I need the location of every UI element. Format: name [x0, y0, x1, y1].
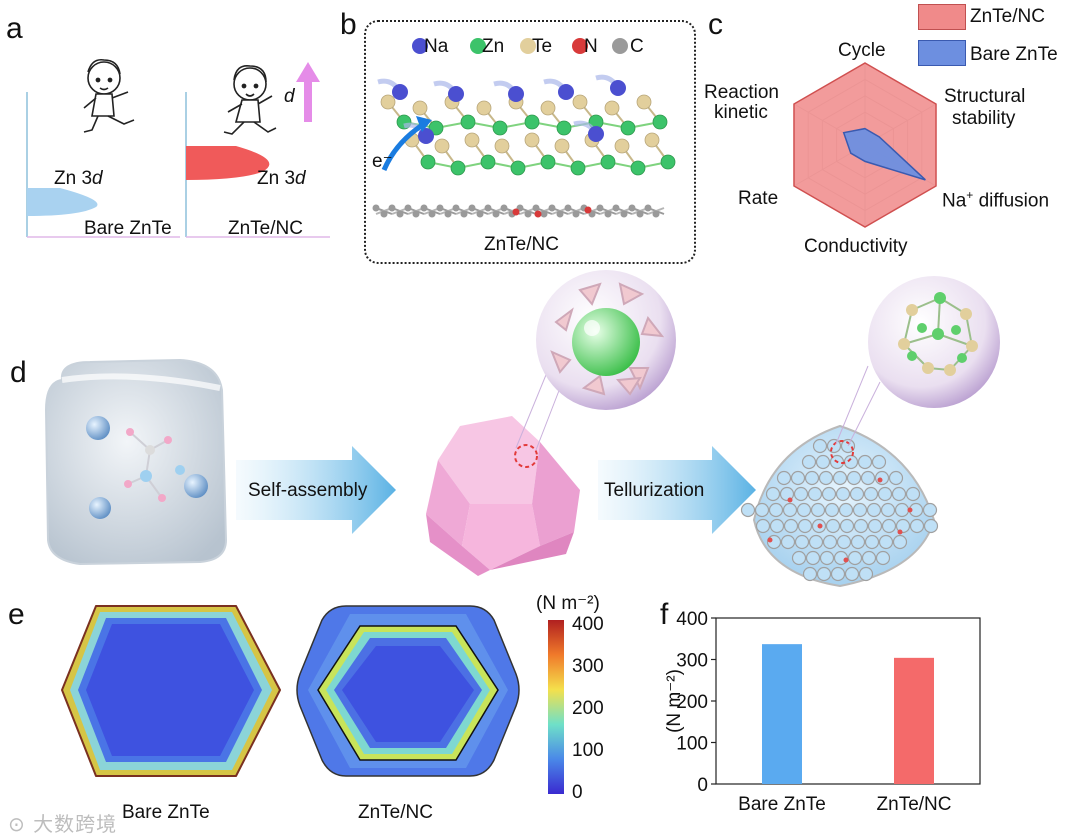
axis-na-diffusion: Na+ diffusion	[942, 188, 1050, 212]
axis-kinetic: kinetic	[714, 102, 768, 123]
kid-standing-icon	[83, 58, 135, 133]
watermark-logo-icon: ⊙	[8, 812, 34, 836]
bare-band-label: Zn 3d	[54, 168, 103, 189]
bar-chart: 0 100 200 300 400 Bare ZnTe ZnTe/NC (N m⁻²)	[664, 609, 981, 815]
y-tick-label: 300	[676, 651, 708, 672]
panel-c-label: c	[708, 8, 723, 41]
radar-chart	[793, 62, 937, 228]
panel-a-label: a	[6, 12, 23, 45]
shift-label: d	[284, 86, 295, 107]
colorbar-tick-200: 200	[572, 698, 604, 719]
colorbar	[548, 620, 564, 794]
colorbar-unit: (N m⁻²)	[536, 593, 600, 614]
axis-reaction: Reaction	[704, 82, 779, 103]
atom-legend-dots	[412, 38, 628, 54]
step-tellurization: Tellurization	[604, 480, 705, 501]
legend-zn: Zn	[482, 36, 505, 57]
arrow-tellurization	[598, 446, 756, 534]
bar-0	[762, 644, 802, 784]
axis-cycle: Cycle	[838, 40, 886, 61]
legend-c: C	[630, 36, 644, 57]
bare-state-label: Bare ZnTe	[84, 218, 172, 239]
x-tick-label: ZnTe/NC	[877, 794, 952, 815]
legend-na: Na	[424, 36, 449, 57]
energy-band-diagram	[26, 58, 330, 238]
y-tick-label: 0	[697, 775, 708, 796]
colorbar-tick-100: 100	[572, 740, 604, 761]
axis-conductivity: Conductivity	[804, 236, 908, 257]
cage-mesh	[740, 438, 939, 582]
arrow-self-assembly	[236, 446, 396, 534]
y-tick-label: 400	[676, 609, 708, 630]
colorbar-tick-0: 0	[572, 782, 583, 803]
x-tick-label: Bare ZnTe	[738, 794, 826, 815]
nc-state-label: ZnTe/NC	[228, 218, 303, 239]
gel-cube-icon	[44, 358, 228, 566]
legend-swatch-znte-nc	[918, 4, 966, 30]
bar-1	[894, 657, 934, 784]
stress-map-znte-nc	[296, 605, 520, 777]
structure-caption: ZnTe/NC	[484, 234, 559, 255]
legend-swatch-bare	[918, 40, 966, 66]
plot-frame	[715, 617, 981, 785]
stress-caption-nc: ZnTe/NC	[358, 802, 433, 823]
colorbar-tick-300: 300	[572, 656, 604, 677]
synthesis-illustration	[44, 270, 1000, 588]
znte-lattice	[380, 94, 676, 176]
polyhedron-precursor-icon	[426, 369, 580, 576]
panel-b-label: b	[340, 8, 357, 41]
axis-rate: Rate	[738, 188, 779, 209]
stress-map-bare-znte	[61, 605, 281, 777]
step-self-assembly: Self-assembly	[248, 480, 368, 501]
znte-nc-lattice-illustration	[372, 74, 676, 218]
kid-running-icon	[223, 64, 277, 135]
stress-caption-bare: Bare ZnTe	[122, 802, 210, 823]
legend-n: N	[584, 36, 598, 57]
structure-box	[364, 20, 696, 264]
panel-e-label: e	[8, 598, 25, 631]
panel-d-label: d	[10, 356, 27, 389]
legend-bare-znte: Bare ZnTe	[970, 44, 1058, 65]
stress-maps	[61, 605, 564, 794]
panel-f-label: f	[660, 598, 669, 631]
radar-series-1	[842, 127, 926, 181]
colorbar-tick-400: 400	[572, 614, 604, 635]
zoom-bubble-znte	[868, 276, 1000, 408]
bare-zn3d-band	[27, 188, 98, 216]
watermark: ⊙ 大数跨境	[8, 812, 118, 836]
legend-te: Te	[532, 36, 553, 57]
y-tick-label: 200	[676, 692, 708, 713]
zoom-bubble-zif	[536, 270, 676, 410]
y-tick-label: 100	[676, 734, 708, 755]
axis-stability: stability	[952, 108, 1016, 129]
nc-band-label: Zn 3d	[257, 168, 306, 189]
nc-zn3d-band	[186, 146, 270, 180]
legend-znte-nc: ZnTe/NC	[970, 6, 1045, 27]
carbon-sheet	[372, 204, 665, 218]
electron-label: e⁻	[372, 151, 393, 172]
y-axis-label: (N m⁻²)	[664, 669, 685, 733]
znte-nc-particle-icon	[740, 365, 939, 588]
axis-structural: Structural	[944, 86, 1026, 107]
